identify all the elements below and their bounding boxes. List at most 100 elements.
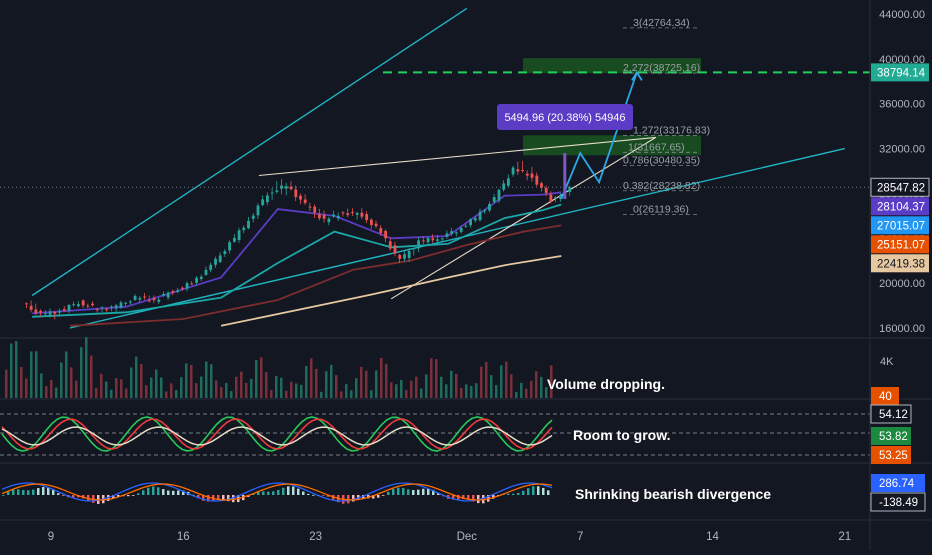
candle-body	[407, 250, 411, 258]
volume-bar	[65, 351, 68, 398]
fib-level-label: 0.382(28238.82)	[623, 180, 700, 192]
volume-bar	[445, 384, 448, 398]
volume-bar	[405, 389, 408, 398]
price-label: 22419.38	[877, 258, 925, 270]
volume-bar	[135, 356, 138, 398]
candle-body	[455, 232, 458, 234]
candle-body	[336, 215, 340, 219]
volume-bar	[340, 391, 343, 398]
macd-histogram-bar	[87, 495, 90, 501]
candle-body	[91, 303, 94, 306]
volume-bar	[255, 360, 258, 398]
volume-bar	[370, 390, 373, 398]
macd-histogram-bar	[42, 487, 45, 495]
time-tick-label: 14	[706, 531, 719, 543]
macd-histogram-bar	[222, 495, 225, 501]
volume-bar	[45, 386, 48, 398]
macd-histogram-bar	[307, 493, 310, 495]
volume-bar	[540, 376, 543, 398]
volume-bar	[400, 379, 403, 398]
price-label-box	[871, 197, 929, 216]
volume-bar	[315, 368, 318, 398]
volume-bar	[190, 365, 193, 398]
candle-body	[214, 258, 217, 265]
candle-body	[554, 197, 558, 199]
macd-histogram-bar	[197, 495, 200, 499]
macd-histogram-bar	[12, 489, 15, 495]
macd-histogram-bar	[232, 495, 235, 503]
macd-histogram-bar	[52, 489, 55, 495]
macd-histogram-bar	[252, 493, 255, 495]
oscillator-pane[interactable]: Room to grow.	[0, 413, 870, 456]
candle-body	[133, 295, 137, 300]
candle-body	[431, 238, 435, 241]
fib-zone-target	[523, 58, 701, 74]
macd-histogram-bar	[312, 494, 315, 496]
macd-histogram-bar	[352, 495, 355, 502]
macd-histogram-bar	[427, 488, 430, 495]
macd-histogram-bar	[27, 490, 30, 495]
osc-line-signal	[1, 426, 553, 446]
price-pane[interactable]: 3(42764.34) 2.272(38725.16) 1.272(33176.83…	[0, 7, 932, 521]
osc-value-box	[870, 404, 912, 424]
price-label: 38794.14	[877, 67, 926, 79]
time-axis[interactable]: 9 16 23 Dec 7 14 21	[48, 531, 851, 543]
projection-arrowhead	[631, 70, 643, 81]
candle-body	[497, 189, 501, 201]
candle-body	[341, 212, 345, 214]
macd-histogram-bar	[127, 495, 130, 497]
volume-bar	[15, 341, 18, 398]
macd-histogram-bar	[372, 495, 375, 499]
macd-histogram-bar	[492, 495, 495, 499]
macd-histogram-bar	[277, 489, 280, 495]
volume-bar	[165, 391, 168, 398]
volume-bar	[365, 370, 368, 398]
volume-bar	[475, 383, 478, 398]
candle-body	[450, 231, 454, 234]
volume-bar	[450, 370, 453, 398]
volume-bar	[185, 363, 188, 398]
macd-histogram-bar	[507, 493, 510, 495]
macd-histogram-bar	[452, 495, 455, 500]
macd-histogram-bar	[272, 491, 275, 495]
candle-body	[171, 291, 175, 293]
volume-bar	[235, 376, 238, 398]
fib-level-label: 1(31667.65)	[628, 141, 685, 153]
macd-histogram-bar	[262, 491, 265, 495]
macd-histogram-bar	[417, 489, 420, 495]
volume-bar	[80, 347, 83, 398]
candle-body	[398, 254, 402, 259]
volume-bar	[495, 385, 498, 398]
volume-bar	[520, 382, 523, 398]
resistance-line	[258, 136, 656, 177]
volume-bar	[90, 355, 93, 398]
macd-histogram-bar	[32, 489, 35, 495]
macd-histogram-bar	[257, 491, 260, 495]
candle-body	[445, 233, 449, 237]
candle-body	[190, 283, 194, 285]
volume-bar	[505, 361, 508, 398]
candle-body	[478, 211, 482, 221]
macd-pane[interactable]: Shrinking bearish divergence	[1, 482, 771, 504]
volume-bar	[225, 382, 228, 398]
candle-body	[379, 228, 383, 234]
volume-bar	[525, 388, 528, 398]
volume-bar	[355, 378, 358, 398]
volume-bar	[300, 384, 303, 398]
macd-histogram-bar	[542, 487, 545, 495]
volume-bar	[40, 373, 43, 398]
candle-body	[247, 220, 250, 229]
osc-value-label: 54.12	[879, 409, 908, 421]
macd-line	[1, 482, 553, 502]
macd-value-box	[871, 474, 925, 492]
candle-body	[48, 311, 52, 315]
volume-pane[interactable]: Volume dropping.	[5, 337, 665, 398]
candle-body	[124, 302, 128, 304]
price-label-box	[871, 216, 929, 235]
volume-bar	[305, 366, 308, 398]
candle-body	[351, 212, 354, 214]
volume-bar	[490, 375, 493, 398]
price-axis[interactable]: 44000.0040000.0036000.0032000.0028000.00…	[869, 0, 930, 550]
volume-bar	[275, 376, 278, 398]
